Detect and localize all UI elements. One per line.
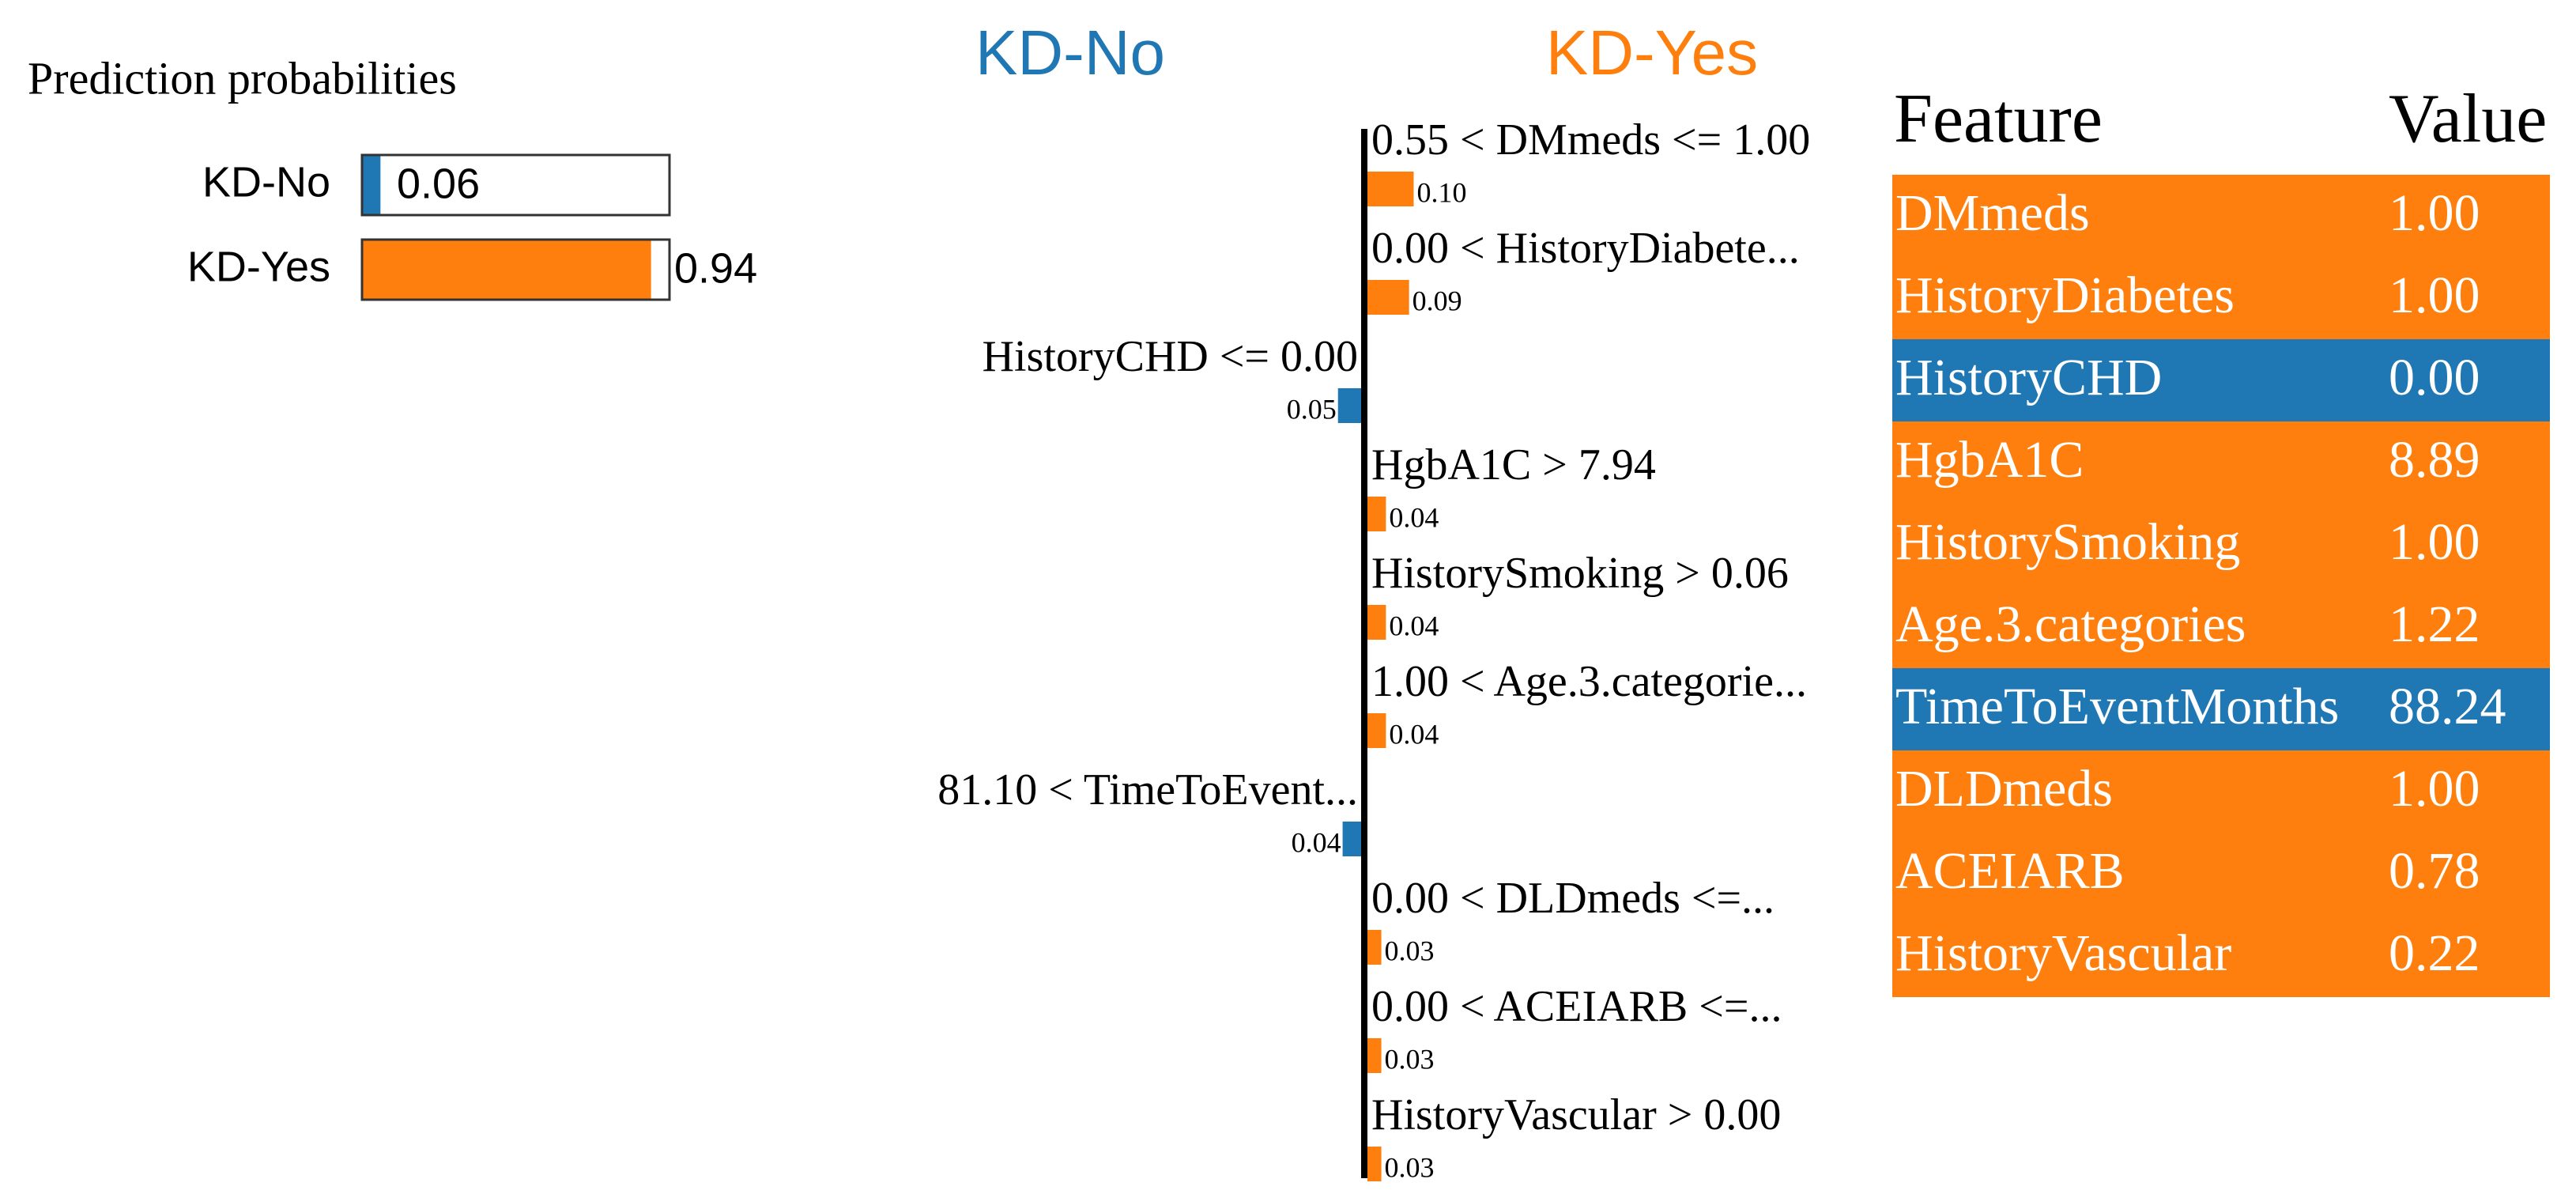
feature-condition: 0.00 < DLDmeds <=... <box>1371 874 1775 923</box>
feature-condition: 81.10 < TimeToEvent... <box>937 765 1358 814</box>
feature-condition: HistoryCHD <= 0.00 <box>983 332 1358 381</box>
feature-value: 8.89 <box>2389 431 2480 489</box>
feature-name: HistoryDiabetes <box>1895 266 2235 324</box>
feature-name: DLDmeds <box>1895 760 2113 818</box>
contribution-bar <box>1367 605 1386 640</box>
bar <box>362 155 381 215</box>
feature-name: ACEIARB <box>1895 842 2125 900</box>
feature-condition: 0.00 < ACEIARB <=... <box>1371 982 1782 1031</box>
contribution-label: 0.09 <box>1412 285 1462 316</box>
series-header: KD-Yes <box>1546 17 1758 88</box>
contribution-bar <box>1367 280 1409 315</box>
contribution-label: 0.05 <box>1287 393 1337 425</box>
feature-value: 1.00 <box>2389 266 2480 324</box>
contribution-label: 0.04 <box>1389 718 1439 750</box>
contribution-label: 0.03 <box>1385 935 1435 966</box>
table-row <box>1892 339 2550 421</box>
value-label: 0.94 <box>674 244 757 292</box>
feature-condition: HistoryVascular > 0.00 <box>1371 1090 1781 1139</box>
table-row <box>1892 833 2550 915</box>
contribution-label: 0.04 <box>1292 826 1341 858</box>
bar <box>362 240 651 300</box>
table-row <box>1892 668 2550 750</box>
table-header: Value <box>2389 81 2547 157</box>
feature-name: TimeToEventMonths <box>1895 678 2339 735</box>
table-row <box>1892 257 2550 339</box>
value-label: 0.06 <box>397 160 480 207</box>
feature-name: HistoryVascular <box>1895 924 2231 982</box>
category-label: KD-Yes <box>187 243 330 290</box>
feature-value: 0.22 <box>2389 924 2480 982</box>
category-label: KD-No <box>202 158 330 206</box>
feature-value: 88.24 <box>2389 678 2506 735</box>
feature-condition: HistorySmoking > 0.06 <box>1371 549 1789 598</box>
contribution-bar <box>1367 713 1386 748</box>
table-row <box>1892 586 2550 668</box>
feature-condition: HgbA1C > 7.94 <box>1371 440 1656 489</box>
contribution-label: 0.10 <box>1417 176 1467 208</box>
contribution-label: 0.04 <box>1389 610 1439 641</box>
table-row <box>1892 750 2550 833</box>
table-row <box>1892 504 2550 586</box>
feature-name: DMmeds <box>1895 184 2090 242</box>
feature-value: 1.00 <box>2389 513 2480 571</box>
feature-condition: 0.55 < DMmeds <= 1.00 <box>1371 115 1810 164</box>
feature-condition: 1.00 < Age.3.categorie... <box>1371 657 1807 706</box>
feature-value: 1.00 <box>2389 760 2480 818</box>
feature-value: 1.22 <box>2389 595 2480 653</box>
chart-title: Prediction probabilities <box>28 52 457 104</box>
contribution-label: 0.03 <box>1385 1151 1435 1183</box>
table-header: Feature <box>1894 81 2103 157</box>
contribution-bar <box>1367 930 1382 965</box>
contribution-bar <box>1367 1147 1382 1181</box>
feature-condition: 0.00 < HistoryDiabete... <box>1371 224 1800 273</box>
feature-value: 1.00 <box>2389 184 2480 242</box>
table-row <box>1892 421 2550 504</box>
series-header: KD-No <box>975 17 1165 88</box>
contribution-label: 0.03 <box>1385 1043 1435 1075</box>
feature-name: HistoryCHD <box>1895 349 2162 406</box>
feature-name: Age.3.categories <box>1895 595 2246 653</box>
contribution-bar <box>1342 822 1361 856</box>
feature-name: HistorySmoking <box>1895 513 2240 571</box>
feature-name: HgbA1C <box>1895 431 2084 489</box>
contribution-bar <box>1367 172 1414 206</box>
contribution-bar <box>1367 497 1386 531</box>
table-row <box>1892 915 2550 997</box>
contribution-label: 0.04 <box>1389 501 1439 533</box>
table-row <box>1892 175 2550 257</box>
contribution-bar <box>1337 388 1361 423</box>
contribution-bar <box>1367 1038 1382 1073</box>
bar-frame <box>360 153 671 217</box>
bar-frame <box>360 238 671 301</box>
feature-value: 0.78 <box>2389 842 2480 900</box>
feature-value: 0.00 <box>2389 349 2480 406</box>
